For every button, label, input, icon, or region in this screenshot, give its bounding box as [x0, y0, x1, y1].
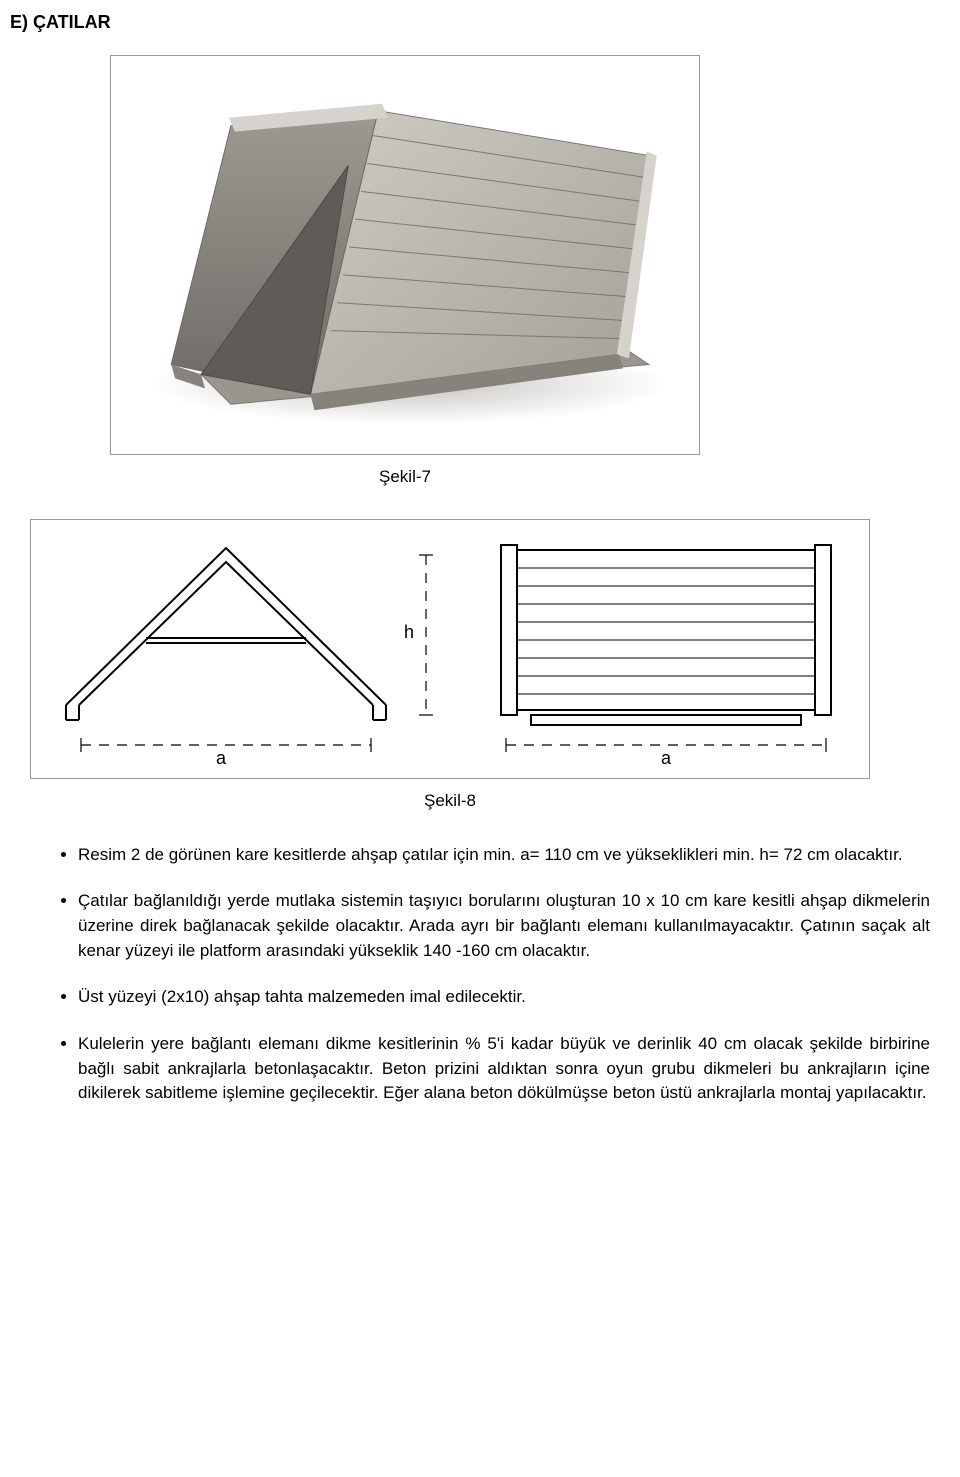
- list-item: Resim 2 de görünen kare kesitlerde ahşap…: [78, 843, 930, 868]
- list-item: Çatılar bağlanıldığı yerde mutlaka siste…: [78, 889, 930, 963]
- figure-8-frame: a h a: [30, 519, 870, 779]
- dim-a-right: a: [661, 748, 672, 768]
- dim-h: h: [404, 622, 414, 642]
- figure-7-caption: Şekil-7: [110, 465, 700, 489]
- roof-technical-drawings: a h a: [31, 520, 871, 780]
- front-elevation: a h: [66, 548, 433, 768]
- list-item: Kulelerin yere bağlantı elemanı dikme ke…: [78, 1032, 930, 1106]
- roof-3d-illustration: [111, 56, 699, 454]
- figure-7-frame: [110, 55, 700, 455]
- section-title: E) ÇATILAR: [10, 10, 930, 35]
- figure-8-caption: Şekil-8: [30, 789, 870, 813]
- list-item: Üst yüzeyi (2x10) ahşap tahta malzemeden…: [78, 985, 930, 1010]
- side-elevation: a: [501, 545, 831, 768]
- spec-list: Resim 2 de görünen kare kesitlerde ahşap…: [30, 843, 930, 1106]
- dim-a-left: a: [216, 748, 227, 768]
